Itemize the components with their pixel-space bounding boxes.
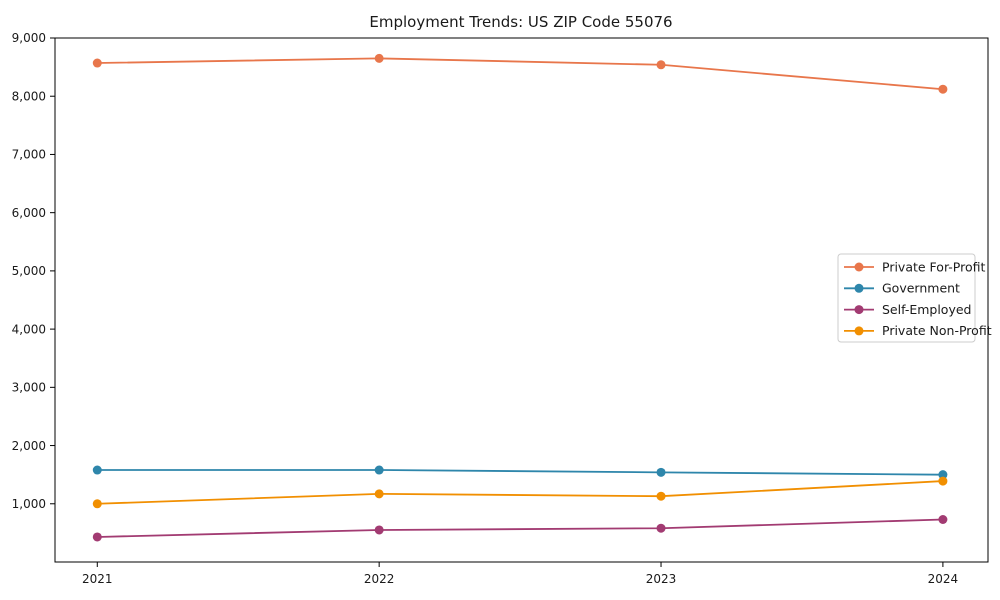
axes-frame (54, 37, 989, 563)
data-point (938, 476, 948, 486)
legend-marker-dot (854, 262, 864, 272)
y-tick-label: 4,000 (12, 322, 46, 336)
series-line (97, 480, 943, 505)
legend: Private For-Profit Government Self-Employe… (837, 253, 992, 343)
chart-title: Employment Trends: US ZIP Code 55076 (369, 13, 672, 31)
y-tick-label: 7,000 (12, 148, 46, 162)
legend-box (837, 253, 976, 343)
data-point (92, 532, 102, 542)
data-point (938, 84, 948, 94)
series-line (97, 57, 943, 91)
x-tick-label: 2024 (928, 572, 959, 586)
x-tick-label: 2021 (82, 572, 113, 586)
y-tick-label: 5,000 (12, 264, 46, 278)
data-point (92, 465, 102, 475)
legend-marker-dot (854, 326, 864, 336)
data-point (374, 465, 384, 475)
legend-label: Private Non-Profit (882, 323, 992, 338)
data-point (374, 525, 384, 535)
plot-border (54, 37, 989, 563)
series-layer (92, 53, 948, 542)
y-tick-label: 3,000 (12, 381, 46, 395)
data-point (656, 523, 666, 533)
data-point (656, 467, 666, 477)
x-tick-label: 2023 (646, 572, 677, 586)
data-point (656, 491, 666, 501)
x-tick-label: 2022 (364, 572, 395, 586)
legend-label: Self-Employed (882, 302, 971, 317)
data-point (374, 53, 384, 63)
y-tick-label: 2,000 (12, 439, 46, 453)
data-point (938, 470, 948, 480)
y-tick-label: 9,000 (12, 31, 46, 45)
legend-marker-dot (854, 283, 864, 293)
legend-label: Private For-Profit (882, 259, 985, 274)
y-tick-label: 8,000 (12, 89, 46, 103)
data-point (92, 58, 102, 68)
series-line (97, 518, 943, 538)
y-axis: 1,000 2,000 3,000 4,000 5,000 6,000 7,000 8,000… (12, 31, 55, 511)
data-point (938, 514, 948, 524)
y-tick-label: 6,000 (12, 206, 46, 220)
data-point (656, 60, 666, 70)
data-point (374, 489, 384, 499)
legend-label: Government (882, 281, 960, 296)
y-tick-label: 1,000 (12, 497, 46, 511)
x-axis: 2021 2022 2023 2024 (82, 562, 958, 586)
legend-marker-dot (854, 305, 864, 315)
data-point (92, 499, 102, 509)
series-line (97, 469, 943, 476)
